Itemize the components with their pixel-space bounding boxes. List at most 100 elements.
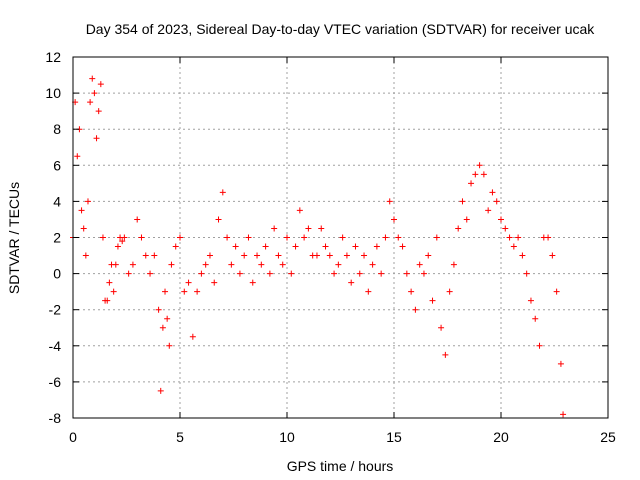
data-point bbox=[408, 288, 415, 295]
data-point bbox=[489, 189, 496, 196]
y-tick-label: -6 bbox=[49, 374, 62, 390]
data-point bbox=[284, 234, 290, 241]
data-point bbox=[114, 243, 121, 250]
data-point bbox=[271, 225, 278, 232]
data-point bbox=[318, 225, 325, 232]
y-tick-label: 10 bbox=[45, 85, 61, 101]
data-point bbox=[134, 216, 141, 223]
data-point bbox=[275, 252, 282, 259]
data-point bbox=[536, 342, 543, 349]
data-point bbox=[515, 234, 522, 241]
data-point bbox=[476, 162, 483, 169]
data-point bbox=[386, 198, 393, 205]
data-point bbox=[288, 270, 295, 277]
data-point bbox=[198, 270, 205, 277]
data-point bbox=[177, 234, 183, 241]
data-point bbox=[403, 270, 410, 277]
y-tick-label: 0 bbox=[53, 266, 61, 282]
data-point bbox=[365, 288, 372, 295]
data-point bbox=[202, 261, 209, 268]
data-point bbox=[442, 351, 449, 358]
data-point bbox=[493, 198, 500, 205]
x-tick-label: 20 bbox=[493, 429, 509, 445]
data-point bbox=[510, 243, 517, 250]
chart-title: Day 354 of 2023, Sidereal Day-to-day VTE… bbox=[86, 21, 596, 37]
data-point bbox=[142, 252, 149, 259]
data-point bbox=[164, 315, 171, 322]
data-point bbox=[129, 261, 136, 268]
data-point bbox=[343, 252, 350, 259]
data-point bbox=[506, 234, 513, 241]
data-point bbox=[433, 234, 440, 241]
data-point bbox=[172, 243, 179, 250]
data-point bbox=[224, 234, 231, 241]
data-point bbox=[438, 324, 445, 331]
data-point bbox=[472, 171, 479, 178]
data-point bbox=[162, 288, 169, 295]
data-point bbox=[322, 243, 329, 250]
data-point bbox=[258, 261, 265, 268]
x-tick-label: 10 bbox=[279, 429, 295, 445]
data-point bbox=[369, 261, 376, 268]
y-tick-label: 8 bbox=[53, 121, 61, 137]
data-point bbox=[502, 225, 509, 232]
data-point bbox=[211, 279, 218, 286]
data-point bbox=[429, 297, 436, 304]
y-tick-label: -2 bbox=[49, 302, 62, 318]
data-point bbox=[459, 198, 466, 205]
data-point bbox=[450, 261, 457, 268]
y-axis-label: SDTVAR / TECUs bbox=[6, 182, 22, 294]
data-point bbox=[228, 261, 235, 268]
y-tick-label: -8 bbox=[49, 410, 62, 426]
data-point bbox=[549, 252, 556, 259]
data-point bbox=[104, 297, 111, 304]
data-point bbox=[151, 252, 158, 259]
data-point bbox=[189, 333, 196, 340]
data-point bbox=[532, 315, 539, 322]
data-point bbox=[498, 216, 504, 223]
data-point bbox=[313, 252, 320, 259]
data-point bbox=[93, 135, 100, 142]
x-tick-label: 15 bbox=[386, 429, 402, 445]
data-point bbox=[331, 270, 338, 277]
data-point bbox=[527, 297, 534, 304]
data-point bbox=[185, 279, 192, 286]
data-point bbox=[335, 261, 342, 268]
data-point bbox=[181, 288, 188, 295]
data-point bbox=[219, 189, 226, 196]
data-point bbox=[125, 270, 132, 277]
data-point bbox=[553, 288, 560, 295]
data-point bbox=[99, 234, 106, 241]
data-point bbox=[241, 252, 248, 259]
data-point bbox=[232, 243, 239, 250]
data-point bbox=[87, 99, 94, 106]
data-point bbox=[279, 261, 286, 268]
data-point bbox=[348, 279, 355, 286]
x-tick-label: 25 bbox=[600, 429, 616, 445]
x-tick-label: 5 bbox=[176, 429, 184, 445]
data-point bbox=[206, 252, 213, 259]
data-point bbox=[91, 90, 98, 97]
data-point bbox=[74, 153, 81, 160]
data-point bbox=[168, 261, 175, 268]
x-axis-label: GPS time / hours bbox=[287, 458, 394, 474]
data-point bbox=[147, 270, 154, 277]
data-point bbox=[416, 261, 423, 268]
data-point bbox=[97, 81, 104, 88]
y-tick-label: 12 bbox=[45, 49, 61, 65]
data-point bbox=[157, 387, 164, 394]
data-point bbox=[557, 360, 564, 367]
data-point bbox=[138, 234, 145, 241]
data-point bbox=[266, 270, 273, 277]
data-point bbox=[361, 252, 368, 259]
data-point bbox=[80, 225, 87, 232]
data-point bbox=[425, 252, 432, 259]
data-point bbox=[89, 75, 96, 82]
data-point bbox=[519, 252, 526, 259]
data-point bbox=[382, 234, 389, 241]
data-point bbox=[485, 207, 492, 214]
data-point bbox=[412, 306, 419, 313]
axis-ticks: 0 5 10 15 20 25 -8 -6 -4 -2 0 2 4 6 8 10 12 bbox=[45, 49, 616, 445]
y-tick-label: 6 bbox=[53, 157, 61, 173]
